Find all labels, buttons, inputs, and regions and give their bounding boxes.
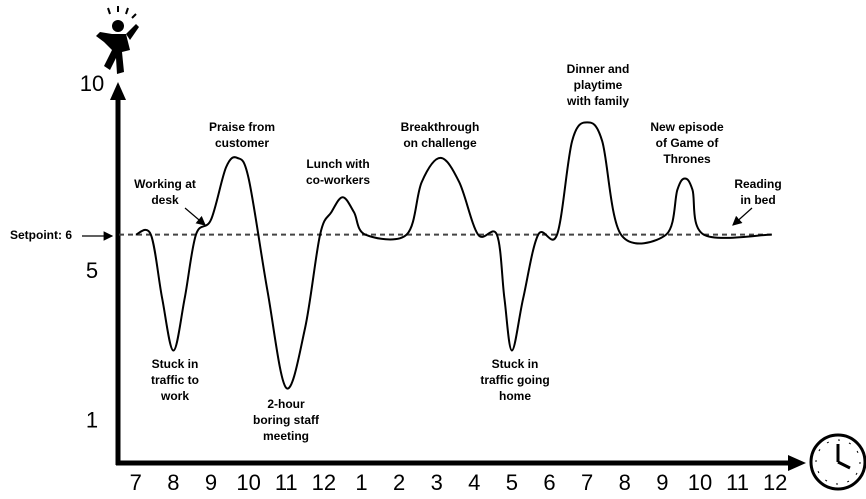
annotation: Praise from: [209, 120, 275, 134]
x-tick-label: 12: [763, 470, 787, 495]
x-axis-arrow: [788, 455, 806, 471]
annotation: co-workers: [306, 173, 370, 187]
annotation: traffic to: [151, 373, 199, 387]
setpoint-label: Setpoint: 6: [10, 228, 72, 242]
annotation: meeting: [263, 429, 309, 443]
x-tick-label: 10: [688, 470, 712, 495]
annotation: of Game of: [656, 136, 720, 150]
x-tick-label: 7: [130, 470, 142, 495]
x-tick-label: 11: [275, 470, 298, 495]
annotation: Breakthrough: [401, 120, 480, 134]
annotation-arrow: [733, 208, 752, 225]
annotation: desk: [151, 193, 179, 207]
y-tick-label: 5: [86, 258, 98, 283]
x-tick-label: 4: [468, 470, 480, 495]
y-tick-label: 10: [80, 71, 104, 96]
x-tick-label: 8: [167, 470, 179, 495]
annotation: Reading: [734, 177, 781, 191]
y-tick-label: 1: [86, 407, 98, 432]
annotation: with family: [566, 94, 629, 108]
annotation: traffic going: [480, 373, 549, 387]
x-tick-label: 6: [543, 470, 555, 495]
annotation: home: [499, 389, 531, 403]
annotation: on challenge: [403, 136, 477, 150]
x-tick-label: 11: [726, 470, 749, 495]
y-axis-arrow: [110, 82, 126, 100]
annotation-arrow: [185, 208, 205, 225]
annotation: Lunch with: [306, 157, 369, 171]
clock-icon: [811, 435, 865, 489]
x-tick-label: 9: [205, 470, 217, 495]
x-tick-label: 1: [355, 470, 367, 495]
annotation: customer: [215, 136, 269, 150]
x-tick-label: 7: [581, 470, 593, 495]
annotation: 2-hour: [267, 397, 305, 411]
annotation: playtime: [574, 78, 623, 92]
annotation: Stuck in: [492, 357, 539, 371]
annotation: in bed: [740, 193, 775, 207]
x-tick-label: 10: [236, 470, 260, 495]
annotation: boring staff: [253, 413, 320, 427]
chart: Setpoint: 6 1510789101112123456789101112…: [0, 0, 866, 499]
annotation: work: [160, 389, 189, 403]
x-tick-label: 2: [393, 470, 405, 495]
x-tick-label: 9: [656, 470, 668, 495]
annotation: Dinner and: [567, 62, 630, 76]
x-tick-label: 5: [506, 470, 518, 495]
x-tick-label: 3: [431, 470, 443, 495]
annotation: New episode: [650, 120, 724, 134]
x-tick-label: 8: [619, 470, 631, 495]
annotation: Working at: [134, 177, 196, 191]
runner-icon: [96, 6, 139, 74]
x-tick-label: 12: [312, 470, 336, 495]
annotation: Thrones: [663, 152, 711, 166]
annotation: Stuck in: [152, 357, 199, 371]
